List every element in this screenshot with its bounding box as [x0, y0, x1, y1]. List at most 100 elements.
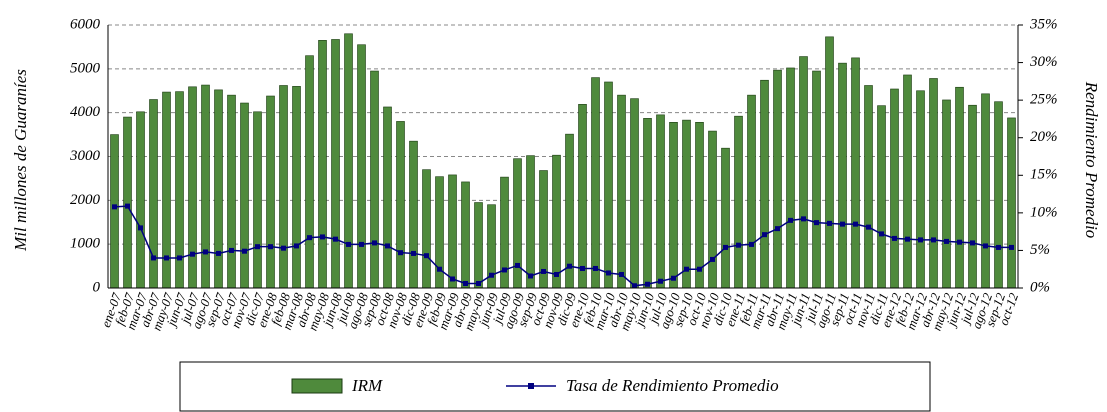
bar — [851, 57, 860, 289]
bar — [578, 104, 587, 289]
line-marker — [775, 226, 780, 232]
y-tick-label: 6000 — [70, 16, 101, 32]
y-tick-label: 2000 — [70, 192, 101, 208]
y2-tick-label: 10% — [1030, 204, 1058, 220]
line-marker — [476, 280, 481, 286]
line-marker — [892, 235, 897, 241]
line-marker — [385, 243, 390, 249]
bar — [994, 101, 1003, 289]
line-marker — [190, 251, 195, 257]
line-marker — [580, 265, 585, 271]
y2-tick-label: 0% — [1030, 279, 1050, 295]
line-marker — [645, 281, 650, 287]
bar — [370, 70, 379, 289]
line-marker — [437, 266, 442, 272]
line-marker — [632, 283, 637, 289]
bar — [799, 56, 808, 289]
y-tick-label: 3000 — [69, 148, 101, 164]
bar — [331, 39, 340, 289]
line-marker — [827, 220, 832, 226]
line-marker — [528, 273, 533, 279]
line-marker — [853, 221, 858, 227]
bar — [773, 69, 782, 289]
bar — [617, 94, 626, 289]
line-marker — [697, 266, 702, 272]
line-marker — [983, 243, 988, 249]
line-marker — [866, 224, 871, 230]
bar — [383, 106, 392, 289]
y2-tick-label: 25% — [1030, 92, 1058, 108]
bar — [266, 95, 275, 289]
bar — [396, 121, 405, 289]
line-marker — [619, 271, 624, 277]
bar — [812, 70, 821, 289]
line-marker — [346, 241, 351, 247]
bar — [825, 36, 834, 289]
bar — [253, 111, 262, 289]
y-tick-label: 0 — [93, 279, 101, 295]
bar — [968, 104, 977, 289]
line-marker — [736, 242, 741, 248]
line-marker — [398, 250, 403, 256]
bar — [890, 88, 899, 289]
line-marker — [125, 203, 130, 209]
line-marker — [671, 275, 676, 281]
bar — [916, 90, 925, 289]
line-marker — [970, 240, 975, 246]
line-marker — [151, 255, 156, 261]
bar — [292, 86, 301, 289]
bar — [864, 85, 873, 289]
line-marker — [762, 232, 767, 238]
bar — [630, 98, 639, 289]
legend-label: IRM — [351, 376, 383, 395]
bar — [760, 79, 769, 289]
y-tick-label: 5000 — [70, 60, 101, 76]
y-tick-label: 1000 — [70, 236, 101, 252]
line-marker — [710, 256, 715, 262]
bar — [214, 89, 223, 289]
y2-axis-label: Rendimiento Promedio — [1082, 81, 1101, 239]
line-marker — [463, 280, 468, 286]
y2-tick-label: 30% — [1029, 54, 1058, 70]
bar — [136, 111, 145, 289]
line-marker — [840, 221, 845, 227]
line-marker — [957, 239, 962, 245]
line-marker — [229, 247, 234, 253]
line-marker — [372, 240, 377, 246]
line-marker — [658, 278, 663, 284]
bar — [721, 147, 730, 289]
bar — [747, 94, 756, 289]
line-marker — [944, 238, 949, 244]
y2-tick-label: 15% — [1030, 167, 1058, 183]
line-marker — [255, 244, 260, 250]
bar — [708, 130, 717, 289]
bar — [227, 94, 236, 289]
line — [114, 205, 1012, 287]
line-marker — [333, 236, 338, 242]
line-marker — [879, 231, 884, 237]
line-marker — [216, 250, 221, 256]
bar — [591, 77, 600, 289]
line-marker — [203, 249, 208, 255]
line-marker — [567, 263, 572, 269]
bar — [877, 105, 886, 289]
bar — [305, 55, 314, 289]
bar — [695, 122, 704, 289]
line-marker — [905, 236, 910, 242]
bar — [279, 85, 288, 289]
line-marker — [931, 237, 936, 243]
bar — [409, 140, 418, 289]
legend-swatch — [291, 378, 343, 394]
bar — [734, 115, 743, 289]
bar — [344, 33, 353, 289]
bar — [682, 119, 691, 289]
line-marker — [359, 241, 364, 247]
line-marker — [242, 248, 247, 254]
bar — [240, 102, 249, 289]
line-marker — [268, 244, 273, 250]
line-marker — [502, 267, 507, 273]
legend-marker — [528, 383, 534, 389]
line-marker — [801, 216, 806, 222]
bar — [942, 99, 951, 289]
